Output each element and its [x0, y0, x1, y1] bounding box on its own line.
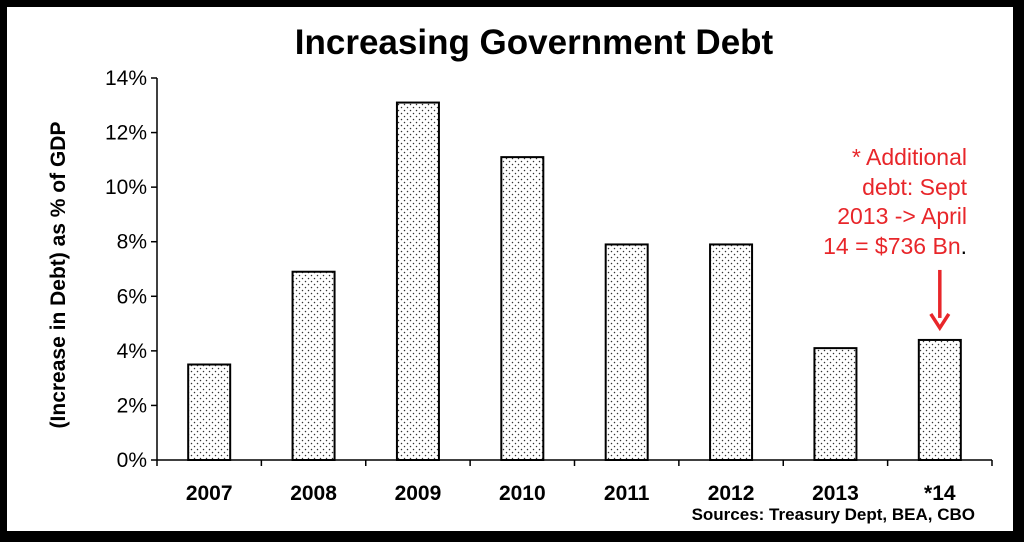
chart-frame: Increasing Government Debt (Increase in …: [7, 7, 1013, 531]
x-tick-label: 2012: [708, 482, 755, 505]
x-tick-label: 2008: [290, 482, 337, 505]
y-tick-label: 12%: [105, 122, 147, 145]
axes: [156, 78, 992, 461]
x-tick-label: 2007: [186, 482, 233, 505]
annotation: * Additional debt: Sept 2013 -> April 14 = …: [823, 144, 968, 332]
bar-2007: [187, 363, 232, 461]
annotation-line: 2013 -> April: [837, 203, 967, 229]
y-axis-label-group: (Increase in Debt) as % of GDP: [47, 122, 70, 429]
annotation-line: 14 = $736 Bn.: [823, 233, 967, 259]
x-tick-label: 2009: [395, 482, 442, 505]
y-tick-label: 8%: [117, 231, 147, 254]
y-tick-label: 4%: [117, 340, 147, 363]
y-tick-label: 0%: [117, 449, 147, 472]
chart-title: Increasing Government Debt: [295, 23, 774, 62]
x-tick-label: 2013: [812, 482, 859, 505]
y-tick-label: 6%: [117, 285, 147, 308]
y-tick-label: 14%: [105, 67, 147, 90]
annotation-line: debt: Sept: [862, 174, 967, 200]
source-note: Sources: Treasury Dept, BEA, CBO: [692, 505, 975, 524]
bars: [187, 101, 962, 462]
bar-14: [917, 338, 962, 462]
x-tick-label: 2010: [499, 482, 546, 505]
y-tick-label: 10%: [105, 176, 147, 199]
bar-2008: [291, 270, 336, 461]
bar-2009: [395, 101, 440, 462]
x-tick-label: *14: [924, 482, 956, 505]
x-ticks: 2007 2008 2009 2010 2011 2012 2013 *14: [156, 460, 993, 505]
x-tick-label: 2011: [604, 482, 650, 505]
y-axis-label: (Increase in Debt) as % of GDP: [47, 122, 70, 429]
bar-2011: [604, 243, 649, 461]
y-ticks: 0% 2% 4% 6% 8% 10% 12% 14%: [105, 67, 157, 472]
y-tick-label: 2%: [117, 394, 147, 417]
bar-chart: Increasing Government Debt (Increase in …: [47, 23, 993, 524]
annotation-arrow-head: [929, 312, 951, 332]
bar-2010: [500, 156, 545, 461]
bar-2012: [709, 243, 754, 461]
annotation-line: * Additional: [852, 144, 967, 170]
bar-2013: [813, 347, 858, 461]
